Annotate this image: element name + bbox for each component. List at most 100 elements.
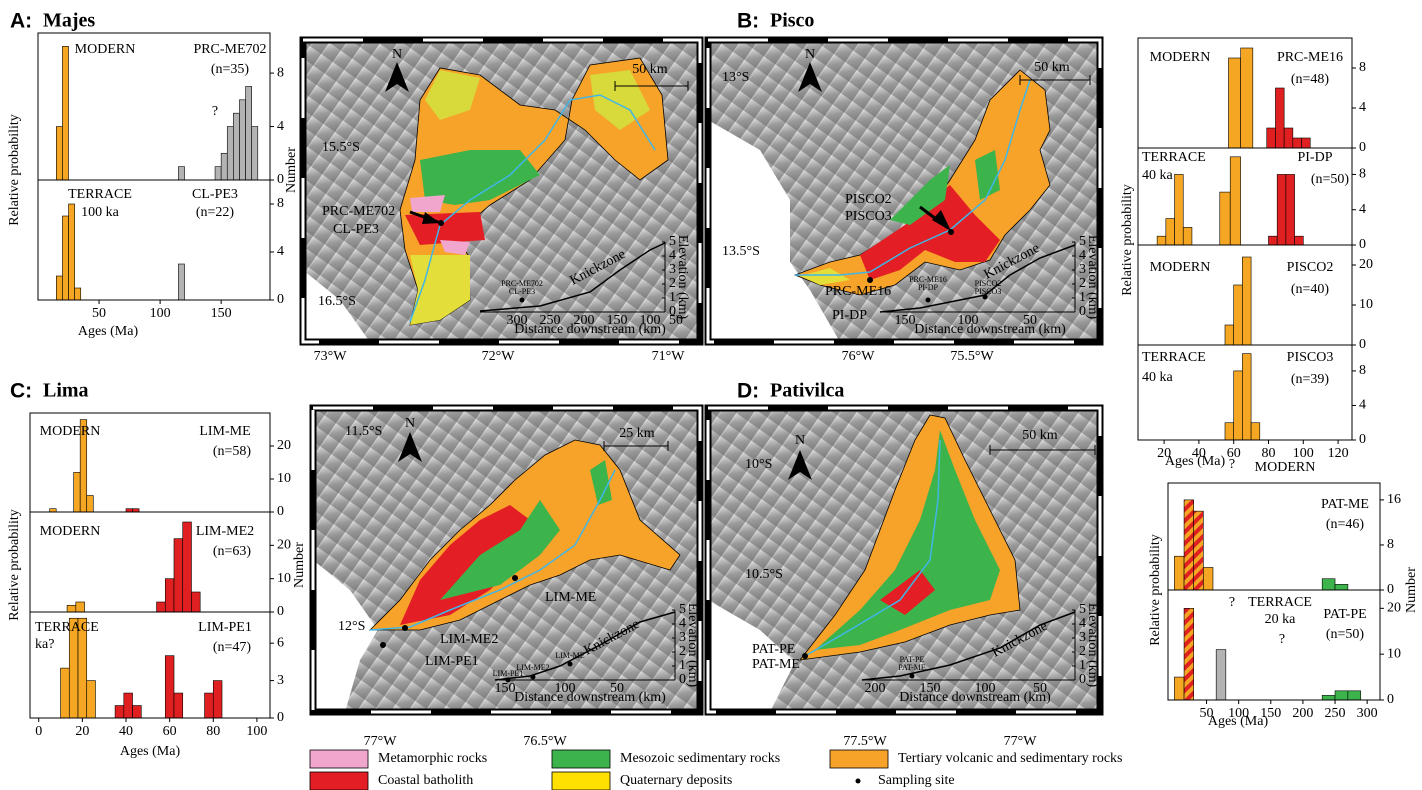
north-label: N (805, 47, 815, 62)
histogram-bar (1322, 695, 1335, 700)
histogram-bar (215, 167, 221, 180)
histogram-bar (61, 668, 70, 718)
annotation: MODERN (1255, 460, 1316, 475)
y-tick-label: 10 (277, 471, 291, 486)
histogram-bar (233, 113, 239, 180)
annotation: 20 ka (1265, 612, 1297, 627)
y-tick-label: 16 (1387, 492, 1401, 507)
scale-label: 25 km (619, 426, 655, 441)
profile-y-label: Elevation (km) (1085, 603, 1100, 688)
profile-site (531, 675, 536, 680)
histogram-bar (1275, 88, 1284, 148)
legend-label: Metamorphic rocks (378, 751, 487, 766)
histogram-bar (227, 127, 233, 180)
annotation: MODERN (75, 42, 136, 57)
x-tick-label: 0 (35, 724, 42, 739)
histogram-bar (75, 288, 81, 300)
north-label: N (795, 433, 805, 448)
site-label: PRC-ME702 (322, 204, 395, 219)
latitude-label: 15.5°S (322, 140, 360, 155)
histogram-bar (76, 602, 85, 612)
annotation: LIM-ME2 (196, 524, 254, 539)
annotation: PI-DP (1297, 150, 1332, 165)
panel-name: Pativilca (770, 380, 844, 402)
annotation: PISCO3 (1287, 350, 1334, 365)
annotation: TERRACE (35, 620, 99, 635)
y-tick-label: 0 (277, 172, 284, 187)
longitude-label: 75.5°W (950, 349, 994, 364)
annotation: TERRACE (68, 187, 132, 202)
histogram-bar (191, 592, 200, 612)
annotation: MODERN (1150, 50, 1211, 65)
longitude-label: 71°W (652, 349, 686, 364)
y-axis-label: Relative probability (1148, 534, 1163, 646)
y-tick-label: 0 (277, 504, 284, 519)
annotation: 40 ka (1142, 168, 1174, 183)
histogram-bar (178, 264, 184, 300)
annotation: TERRACE (1248, 595, 1312, 610)
histogram-bar (87, 496, 94, 513)
histogram-bar (133, 706, 142, 718)
histogram-bar (69, 204, 75, 300)
profile-x-label: Distance downstream (km) (514, 690, 666, 705)
longitude-label: 76.5°W (523, 734, 567, 749)
site-label: PISCO3 (845, 209, 892, 224)
profile-x-tick-label: 150 (495, 681, 516, 696)
latitude-label: 13.5°S (722, 244, 760, 259)
annotation: CL-PE3 (192, 187, 238, 202)
panel-name: Majes (43, 10, 95, 32)
panel-letter: A: (10, 10, 32, 33)
histogram-bar (1335, 584, 1348, 590)
histogram-bar (239, 100, 245, 180)
y2-axis-label: Number (292, 542, 307, 588)
y-tick-label: 0 (277, 292, 284, 307)
longitude-label: 76°W (842, 349, 876, 364)
histogram-bar (178, 167, 184, 180)
histogram-bar (1220, 192, 1230, 245)
annotation: ka? (35, 637, 54, 652)
profile-site-label: LIM-ME2 (516, 663, 549, 672)
latitude-label: 16.5°S (318, 294, 356, 309)
histogram-bar (1175, 174, 1184, 245)
histogram-bar (1242, 354, 1251, 440)
y-axis-label: Relative probability (7, 114, 22, 226)
y-tick-label: 0 (1387, 692, 1394, 707)
profile-x-label: Distance downstream (km) (914, 322, 1066, 337)
x-tick-label: 60 (163, 724, 177, 739)
histogram-bar (62, 46, 68, 180)
y-tick-label: 0 (1359, 432, 1366, 447)
profile-site-label: PI-DP (918, 283, 939, 292)
annotation: TERRACE (1142, 150, 1206, 165)
scale-label: 50 km (1022, 428, 1058, 443)
x-tick-label: 80 (1261, 446, 1275, 461)
site-label: PAT-PE (752, 642, 795, 657)
longitude-label: 72°W (482, 349, 516, 364)
y-tick-label: 0 (1359, 337, 1366, 352)
histogram-bar (74, 472, 81, 512)
histogram-bar (1174, 677, 1184, 700)
y-axis-label: Relative probability (1120, 184, 1135, 296)
y-tick-label: 10 (1387, 646, 1401, 661)
annotation: ? (1229, 595, 1235, 610)
legend-label: Tertiary volcanic and sedimentary rocks (898, 751, 1123, 766)
y-tick-label: 8 (1359, 363, 1366, 378)
x-tick-label: 150 (211, 306, 232, 321)
site-label: LIM-PE1 (425, 654, 479, 669)
panel-name: Lima (43, 380, 89, 402)
annotation: (n=50) (1326, 627, 1365, 642)
x-tick-label: 50 (1200, 706, 1214, 721)
x-axis-label: Ages (Ma) (78, 324, 139, 339)
legend-swatch (552, 750, 610, 768)
histogram-bar (157, 602, 166, 612)
profile-site (926, 298, 931, 303)
longitude-label: 77°W (364, 734, 398, 749)
longitude-label: 73°W (314, 349, 348, 364)
y-tick-label: 8 (277, 196, 284, 211)
latitude-label: 11.5°S (345, 424, 382, 439)
histogram-bar (1203, 567, 1213, 590)
y2-axis-label: Number (1404, 567, 1419, 613)
histogram-bar (1184, 608, 1194, 700)
y-tick-label: 8 (1359, 167, 1366, 182)
site-label: LIM-ME (545, 590, 596, 605)
histogram-bar (1228, 58, 1240, 148)
